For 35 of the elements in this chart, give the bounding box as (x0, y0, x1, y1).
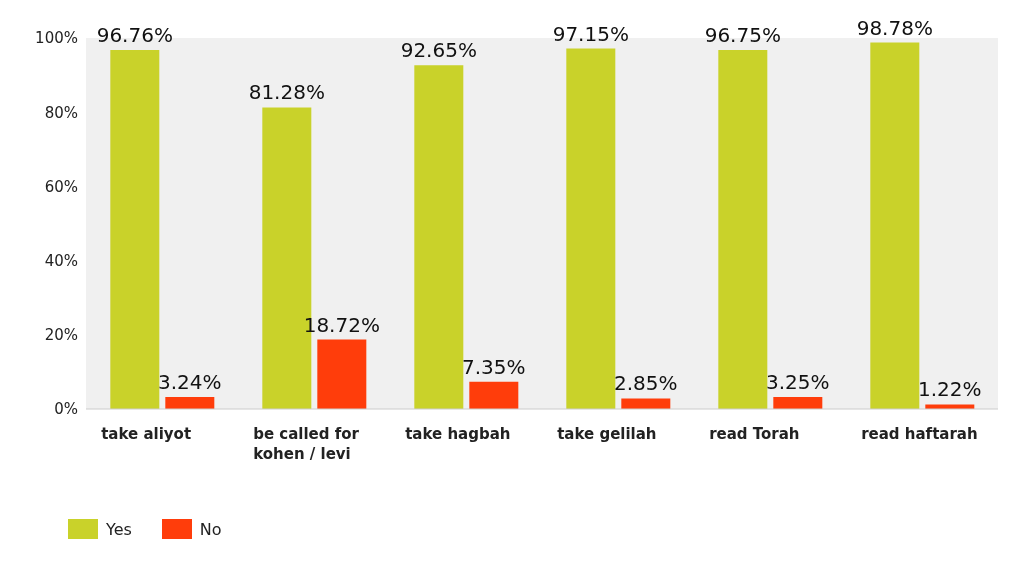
data-label: 3.25% (766, 369, 830, 394)
legend-label: No (198, 519, 222, 539)
y-tick-label: 60% (44, 177, 78, 196)
bar (870, 42, 920, 409)
data-label: 7.35% (462, 354, 526, 379)
x-tick-label: take aliyot (101, 425, 192, 443)
x-tick-label: take gelilah (557, 425, 657, 443)
y-tick-label: 20% (44, 326, 78, 345)
bar (110, 50, 160, 409)
data-label: 96.76% (96, 23, 173, 48)
x-tick-label: read haftarah (861, 425, 978, 443)
x-tick-label: read Torah (709, 425, 800, 443)
data-label: 3.24% (158, 369, 222, 394)
data-label: 96.75% (704, 23, 781, 48)
bar (317, 339, 367, 409)
y-tick-label: 40% (44, 251, 78, 270)
y-tick-label: 0% (54, 400, 78, 419)
x-tick-label: take hagbah (405, 425, 511, 443)
legend-label: Yes (105, 519, 132, 539)
data-label: 97.15% (552, 21, 629, 46)
bar (621, 398, 671, 409)
bar (566, 48, 616, 409)
data-label: 98.78% (856, 15, 933, 40)
y-tick-label: 80% (44, 103, 78, 122)
bar (718, 50, 768, 409)
data-label: 2.85% (614, 371, 678, 396)
y-tick-label: 100% (35, 29, 78, 48)
x-tick-label: be called for kohen / levi (253, 425, 360, 463)
data-label: 81.28% (248, 80, 325, 105)
data-label: 1.22% (918, 377, 982, 402)
bar (165, 396, 215, 409)
bar (469, 381, 519, 409)
data-label: 92.65% (400, 38, 477, 63)
bar (414, 65, 464, 409)
bar (773, 396, 823, 409)
